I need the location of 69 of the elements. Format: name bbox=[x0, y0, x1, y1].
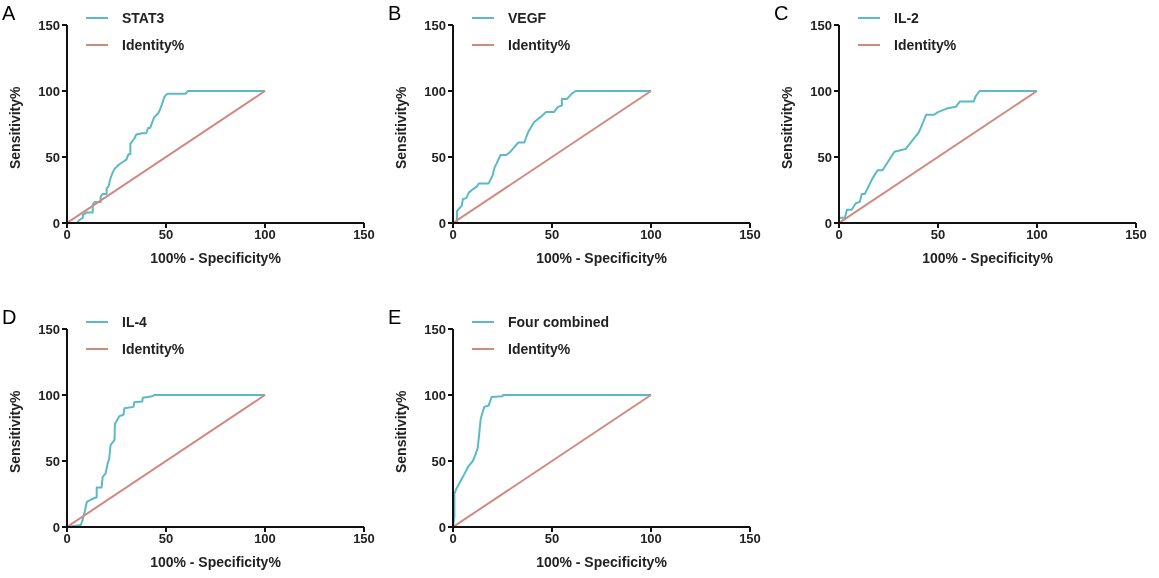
y-tick-label: 50 bbox=[817, 149, 832, 165]
x-axis-title: 100% - Specificity% bbox=[536, 249, 668, 266]
y-tick-label: 150 bbox=[810, 17, 832, 33]
y-tick-label: 100 bbox=[424, 83, 446, 99]
x-tick-label: 150 bbox=[739, 227, 761, 243]
legend-label: Identity% bbox=[122, 340, 185, 357]
x-tick-label: 0 bbox=[63, 227, 71, 243]
x-tick-label: 50 bbox=[544, 227, 560, 243]
x-axis-title: 100% - Specificity% bbox=[922, 249, 1054, 266]
legend-label: VEGF bbox=[508, 9, 547, 26]
x-tick-label: 50 bbox=[158, 227, 174, 243]
y-tick-label: 150 bbox=[38, 321, 60, 337]
legend-label: IL-2 bbox=[894, 9, 919, 26]
x-tick-label: 50 bbox=[158, 531, 174, 547]
x-tick-label: 100 bbox=[1026, 227, 1048, 243]
legend-label: Four combined bbox=[508, 313, 610, 330]
x-tick-label: 100 bbox=[254, 531, 276, 547]
line-series bbox=[453, 394, 652, 527]
y-axis-title: Sensitivity% bbox=[392, 389, 409, 473]
y-tick-label: 50 bbox=[431, 149, 446, 165]
y-axis-title: Sensitivity% bbox=[778, 85, 795, 169]
y-tick-label: 150 bbox=[424, 321, 446, 337]
y-tick-label: 0 bbox=[52, 519, 60, 535]
chart-title: A bbox=[2, 2, 16, 25]
legend-label: Identity% bbox=[508, 340, 571, 357]
chart-title: E bbox=[388, 306, 402, 329]
x-tick-label: 100 bbox=[254, 227, 276, 243]
x-tick-label: 100 bbox=[640, 227, 662, 243]
legend-label: Identity% bbox=[122, 36, 185, 53]
legend-label: Identity% bbox=[894, 36, 957, 53]
y-axis-title: Sensitivity% bbox=[392, 85, 409, 169]
x-tick-label: 150 bbox=[353, 227, 375, 243]
x-tick-label: 50 bbox=[544, 531, 560, 547]
y-tick-label: 0 bbox=[52, 215, 60, 231]
y-axis-title: Sensitivity% bbox=[6, 389, 23, 473]
y-tick-label: 100 bbox=[38, 387, 60, 403]
x-tick-label: 0 bbox=[449, 227, 457, 243]
y-tick-label: 0 bbox=[438, 215, 446, 231]
x-tick-label: 0 bbox=[63, 531, 71, 547]
x-tick-label: 150 bbox=[353, 531, 375, 547]
y-tick-label: 150 bbox=[38, 17, 60, 33]
y-tick-label: 50 bbox=[431, 453, 446, 469]
x-tick-label: 150 bbox=[1125, 227, 1147, 243]
y-tick-label: 50 bbox=[45, 149, 60, 165]
y-tick-label: 50 bbox=[45, 453, 60, 469]
line-series bbox=[453, 90, 652, 223]
x-tick-label: 0 bbox=[449, 531, 457, 547]
y-tick-label: 100 bbox=[38, 83, 60, 99]
chart-title: D bbox=[2, 306, 17, 329]
line-series bbox=[839, 90, 1038, 223]
x-tick-label: 150 bbox=[739, 531, 761, 547]
chart-title: B bbox=[388, 2, 402, 25]
y-tick-label: 0 bbox=[824, 215, 832, 231]
y-tick-label: 100 bbox=[424, 387, 446, 403]
legend-label: STAT3 bbox=[122, 9, 165, 26]
x-axis-title: 100% - Specificity% bbox=[150, 553, 282, 570]
chart-title: C bbox=[774, 2, 789, 25]
legend-label: IL-4 bbox=[122, 313, 147, 330]
y-axis-title: Sensitivity% bbox=[6, 85, 23, 169]
x-tick-label: 100 bbox=[640, 531, 662, 547]
legend-label: Identity% bbox=[508, 36, 571, 53]
y-tick-label: 150 bbox=[424, 17, 446, 33]
x-axis-title: 100% - Specificity% bbox=[150, 249, 282, 266]
x-tick-label: 50 bbox=[930, 227, 946, 243]
y-tick-label: 0 bbox=[438, 519, 446, 535]
y-tick-label: 100 bbox=[810, 83, 832, 99]
line-series bbox=[67, 394, 266, 527]
x-tick-label: 0 bbox=[835, 227, 843, 243]
x-axis-title: 100% - Specificity% bbox=[536, 553, 668, 570]
